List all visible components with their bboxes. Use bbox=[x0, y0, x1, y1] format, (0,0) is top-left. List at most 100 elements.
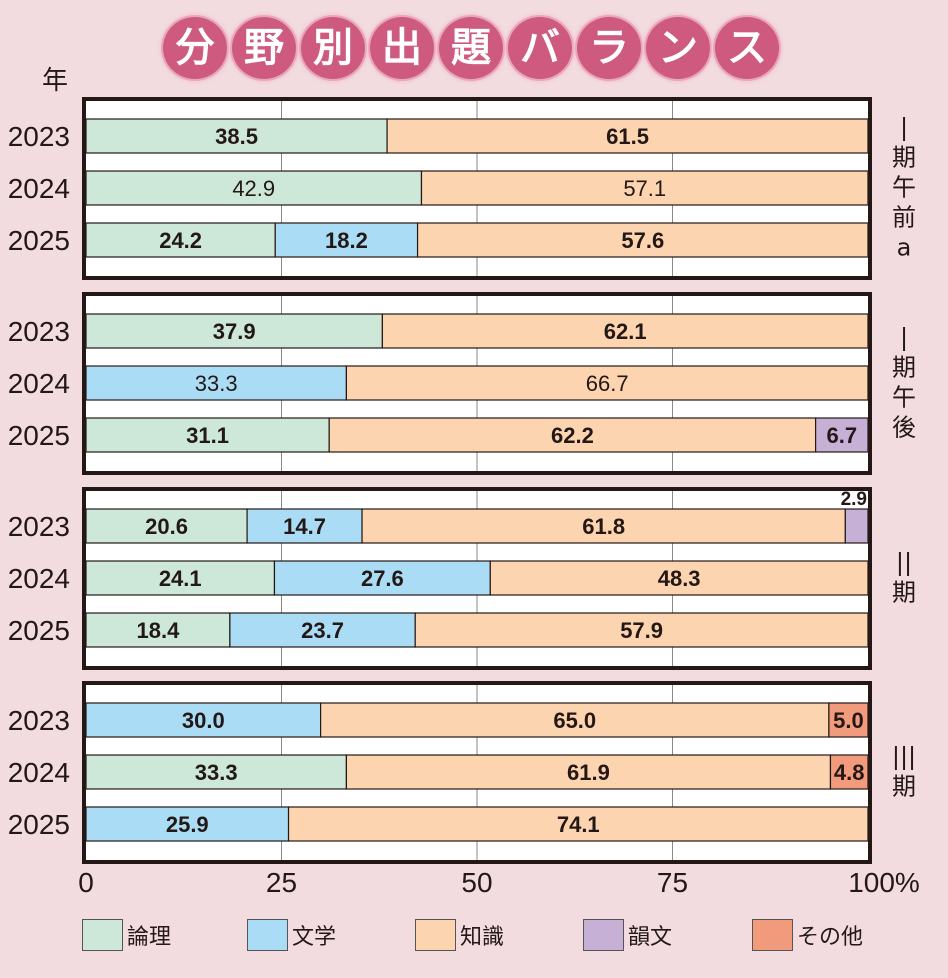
legend-label: その他 bbox=[797, 925, 864, 950]
bar-segment-bungaku bbox=[85, 702, 322, 738]
bar-segment-chishiki bbox=[386, 118, 869, 154]
data-label: 24.2 bbox=[159, 228, 202, 253]
bar-segment-bungaku bbox=[229, 612, 416, 648]
data-label: 2.9 bbox=[841, 489, 867, 510]
legend-label: 知識 bbox=[460, 925, 505, 950]
data-label: 6.7 bbox=[827, 423, 858, 448]
bar-segment-ronri bbox=[85, 754, 348, 790]
data-label: 25.9 bbox=[166, 812, 209, 837]
year-label: 2024 bbox=[8, 757, 70, 788]
data-label: 62.2 bbox=[551, 423, 594, 448]
year-label: 2025 bbox=[8, 615, 70, 646]
panel-label: ||| bbox=[892, 743, 916, 771]
x-tick-label: 100% bbox=[848, 867, 920, 898]
data-label: 48.3 bbox=[658, 566, 701, 591]
data-label: 57.9 bbox=[620, 618, 663, 643]
data-label: 38.5 bbox=[215, 124, 258, 149]
data-label: 18.4 bbox=[137, 618, 181, 643]
bar-segment-ronri bbox=[85, 170, 423, 206]
data-label: 33.3 bbox=[195, 371, 238, 396]
data-label: 61.5 bbox=[606, 124, 649, 149]
panel-label: 前 bbox=[892, 204, 916, 232]
panel-label: || bbox=[896, 549, 912, 577]
data-label: 18.2 bbox=[325, 228, 368, 253]
year-axis-label: 年 bbox=[42, 66, 69, 96]
data-label: 31.1 bbox=[186, 423, 229, 448]
year-label: 2024 bbox=[8, 563, 70, 594]
legend-swatch bbox=[247, 919, 288, 951]
panel-label: | bbox=[900, 114, 908, 142]
legend-item-ronri: 論理 bbox=[82, 919, 171, 951]
panel-label: 期 bbox=[892, 144, 916, 172]
data-label: 62.1 bbox=[604, 319, 647, 344]
bar-segment-ronri bbox=[85, 313, 383, 349]
data-label: 57.1 bbox=[623, 176, 666, 201]
data-label: 33.3 bbox=[195, 760, 238, 785]
data-label: 14.7 bbox=[283, 514, 326, 539]
bar-segment-chishiki bbox=[414, 612, 869, 648]
bar-segment-sonota bbox=[829, 754, 869, 790]
bar-segment-ronri bbox=[85, 508, 248, 544]
data-label: 61.8 bbox=[582, 514, 625, 539]
year-label: 2023 bbox=[8, 511, 70, 542]
data-label: 20.6 bbox=[145, 514, 188, 539]
legend-label: 文学 bbox=[292, 925, 337, 950]
data-label: 66.7 bbox=[586, 371, 629, 396]
data-label: 42.9 bbox=[232, 176, 275, 201]
title-char: ン bbox=[646, 17, 710, 79]
title-char: 出 bbox=[370, 17, 434, 79]
title-char: ス bbox=[715, 17, 779, 79]
panel-label: 期 bbox=[892, 579, 916, 607]
panel-label: 期 bbox=[892, 354, 916, 382]
bar-segment-inbun bbox=[844, 508, 869, 544]
year-label: 2024 bbox=[8, 173, 70, 204]
panel-frame bbox=[82, 97, 872, 280]
bar-segment-chishiki bbox=[416, 222, 869, 258]
legend-label: 韻文 bbox=[628, 925, 673, 950]
year-label: 2023 bbox=[8, 121, 70, 152]
title-char: 別 bbox=[301, 17, 365, 79]
year-label: 2025 bbox=[8, 809, 70, 840]
x-tick-label: 50 bbox=[461, 867, 492, 898]
legend-item-bungaku: 文学 bbox=[247, 919, 336, 951]
data-label: 23.7 bbox=[301, 618, 344, 643]
legend-swatch bbox=[415, 919, 456, 951]
panel-label: a bbox=[897, 234, 912, 262]
data-label: 24.1 bbox=[159, 566, 202, 591]
data-label: 5.0 bbox=[833, 708, 864, 733]
bar-segment-chishiki bbox=[361, 508, 846, 544]
chart-title: 分野別出題バランス bbox=[163, 17, 779, 81]
bar-segment-chishiki bbox=[489, 560, 869, 596]
data-label: 65.0 bbox=[553, 708, 596, 733]
panel-frame bbox=[82, 487, 872, 670]
data-label: 27.6 bbox=[361, 566, 404, 591]
x-tick-label: 75 bbox=[657, 867, 688, 898]
data-label: 30.0 bbox=[182, 708, 225, 733]
data-label: 74.1 bbox=[557, 812, 600, 837]
bar-segment-ronri bbox=[85, 417, 330, 453]
legend-item-inbun: 韻文 bbox=[583, 919, 672, 951]
panel-label: 午 bbox=[892, 174, 916, 202]
title-char: 分 bbox=[163, 17, 227, 79]
bar-segment-bungaku bbox=[274, 222, 419, 258]
title-char: バ bbox=[508, 17, 572, 79]
data-label: 57.6 bbox=[621, 228, 664, 253]
bar-segment-inbun bbox=[815, 417, 869, 453]
bar-segment-ronri bbox=[85, 118, 388, 154]
legend-swatch bbox=[82, 919, 123, 951]
year-label: 2023 bbox=[8, 705, 70, 736]
x-tick-label: 25 bbox=[266, 867, 297, 898]
panel-label: 後 bbox=[892, 414, 916, 442]
legend-swatch bbox=[583, 919, 624, 951]
year-label: 2025 bbox=[8, 225, 70, 256]
panel-frame bbox=[82, 292, 872, 475]
legend-swatch bbox=[752, 919, 793, 951]
legend-label: 論理 bbox=[127, 925, 172, 950]
x-tick-label: 0 bbox=[78, 867, 94, 898]
year-label: 2024 bbox=[8, 368, 70, 399]
year-label: 2023 bbox=[8, 316, 70, 347]
data-label: 37.9 bbox=[213, 319, 256, 344]
panel-label: 期 bbox=[892, 773, 916, 801]
panel-label: 午 bbox=[892, 384, 916, 412]
